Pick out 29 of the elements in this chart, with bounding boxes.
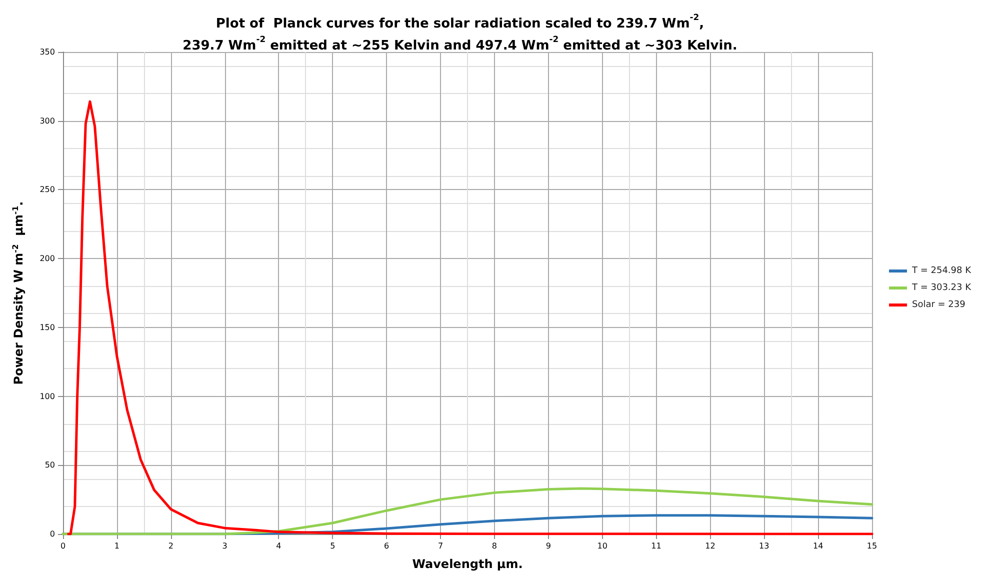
x-tick-label: 6: [384, 542, 390, 550]
x-tick-label: 12: [705, 542, 716, 550]
y-tick-label: 200: [40, 254, 55, 264]
y-tick-label: 300: [40, 116, 55, 126]
x-tick-label: 3: [222, 542, 228, 550]
y-tick-label: 100: [40, 392, 55, 401]
legend-label: Solar = 239: [912, 300, 966, 310]
x-tick-label: 13: [759, 542, 770, 550]
x-tick-label: 10: [597, 542, 608, 550]
y-tick-label: 50: [44, 460, 55, 470]
y-tick-label: 150: [40, 322, 55, 332]
y-tick-label: 350: [40, 48, 55, 56]
legend-label: T = 254.98 K: [910, 266, 972, 276]
x-tick-label: 2: [168, 542, 174, 550]
x-tick-label: 11: [651, 542, 662, 550]
x-tick-label: 15: [866, 542, 878, 550]
x-tick-label: 8: [492, 542, 498, 550]
y-tick-label: 250: [40, 185, 55, 194]
legend-label: T = 303.23 K: [910, 283, 972, 293]
x-tick-label: 9: [546, 542, 551, 550]
x-axis-title: Wavelength µm.: [412, 557, 523, 571]
y-tick-label: 0: [50, 530, 55, 538]
x-tick-label: 14: [812, 542, 824, 550]
x-tick-label: 5: [330, 542, 336, 550]
x-tick-label: 1: [114, 542, 120, 550]
line-series: [67, 100, 874, 536]
x-tick-label: 4: [276, 542, 282, 550]
x-tick-label: 7: [438, 542, 444, 550]
x-tick-label: 0: [60, 542, 66, 550]
